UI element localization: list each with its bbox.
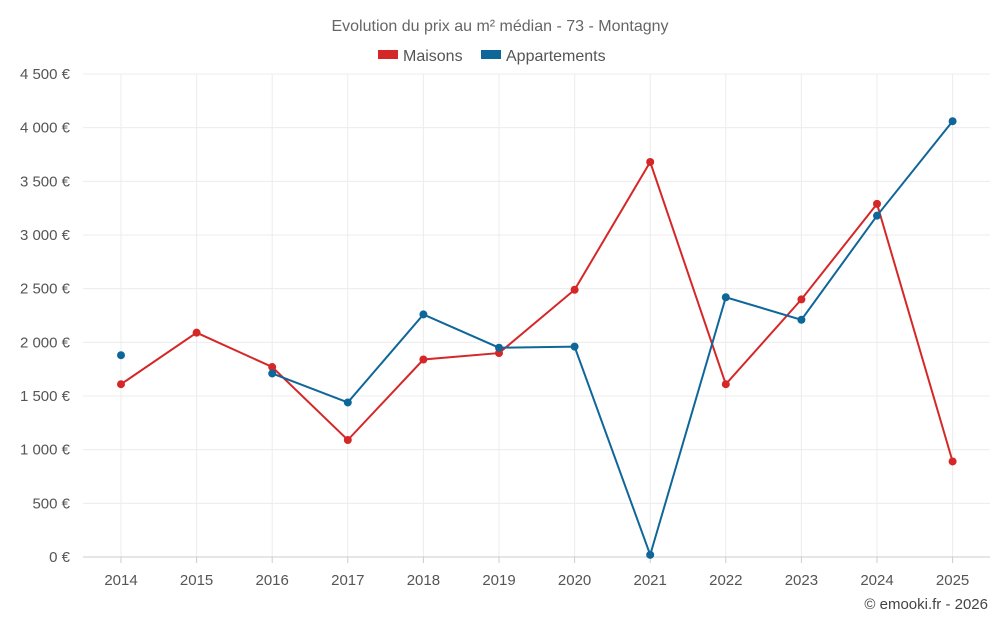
x-tick-label: 2014 bbox=[104, 572, 137, 589]
data-point-appartements[interactable] bbox=[797, 315, 806, 324]
y-tick-label: 1 000 € bbox=[20, 442, 71, 459]
y-tick-label: 500 € bbox=[32, 495, 70, 512]
data-point-appartements[interactable] bbox=[495, 343, 503, 352]
y-tick-label: 1 500 € bbox=[20, 388, 71, 405]
data-point-maisons[interactable] bbox=[646, 158, 655, 167]
x-tick-label: 2016 bbox=[256, 572, 289, 589]
x-tick-label: 2021 bbox=[634, 572, 667, 589]
legend-swatch-maisons bbox=[378, 50, 398, 59]
x-tick-label: 2018 bbox=[407, 572, 440, 589]
credit-text: © emooki.fr - 2026 bbox=[864, 596, 988, 613]
data-point-appartements[interactable] bbox=[117, 351, 125, 360]
x-tick-label: 2020 bbox=[558, 572, 591, 589]
data-point-appartements[interactable] bbox=[419, 310, 428, 319]
series-group bbox=[117, 117, 957, 559]
legend-item-maisons[interactable]: Maisons bbox=[378, 48, 463, 65]
data-point-maisons[interactable] bbox=[192, 328, 201, 337]
data-point-appartements[interactable] bbox=[343, 398, 352, 407]
x-axis: 2014 2015 2016 2017 2018 2019 2020 2021 2022 2023… bbox=[83, 556, 990, 589]
series-line-maisons bbox=[120, 159, 954, 462]
data-point-appartements[interactable] bbox=[721, 293, 730, 302]
data-point-appartements[interactable] bbox=[646, 550, 655, 559]
x-tick-label: 2015 bbox=[180, 572, 213, 589]
data-point-maisons[interactable] bbox=[419, 355, 428, 364]
series-appartements bbox=[117, 117, 957, 559]
data-point-maisons[interactable] bbox=[721, 380, 730, 389]
x-tick-label: 2023 bbox=[785, 572, 818, 589]
data-point-maisons[interactable] bbox=[948, 457, 957, 466]
chart-title: Evolution du prix au m² médian - 73 - Mo… bbox=[331, 18, 668, 35]
grid bbox=[83, 73, 990, 558]
x-tick-label: 2025 bbox=[936, 572, 969, 589]
series-line-appartements bbox=[271, 120, 954, 559]
legend-label-appartements: Appartements bbox=[506, 48, 606, 65]
y-tick-label: 0 € bbox=[49, 549, 71, 566]
legend-item-appartements[interactable]: Appartements bbox=[481, 48, 606, 65]
x-tick-label: 2022 bbox=[709, 572, 742, 589]
data-point-appartements[interactable] bbox=[873, 211, 881, 220]
y-axis: 0 € 500 € 1 000 € 1 500 € 2 000 € 2 500 € 3 00… bbox=[20, 66, 71, 566]
data-point-maisons[interactable] bbox=[117, 380, 125, 389]
series-maisons bbox=[117, 158, 957, 466]
data-point-appartements[interactable] bbox=[268, 369, 277, 378]
y-tick-label: 4 000 € bbox=[20, 120, 71, 137]
y-tick-label: 3 000 € bbox=[20, 227, 71, 244]
y-tick-label: 2 500 € bbox=[20, 281, 71, 298]
data-point-maisons[interactable] bbox=[797, 295, 806, 304]
legend-label-maisons: Maisons bbox=[403, 48, 463, 65]
data-point-appartements[interactable] bbox=[948, 117, 957, 126]
data-point-appartements[interactable] bbox=[570, 342, 579, 351]
data-point-maisons[interactable] bbox=[343, 436, 352, 445]
data-point-maisons[interactable] bbox=[873, 199, 881, 208]
x-tick-label: 2019 bbox=[482, 572, 515, 589]
y-tick-label: 4 500 € bbox=[20, 66, 71, 83]
x-tick-label: 2024 bbox=[860, 572, 893, 589]
y-tick-label: 3 500 € bbox=[20, 173, 71, 190]
data-point-maisons[interactable] bbox=[268, 363, 277, 372]
x-tick-label: 2017 bbox=[331, 572, 364, 589]
data-point-maisons[interactable] bbox=[570, 285, 579, 294]
y-tick-label: 2 000 € bbox=[20, 334, 71, 351]
legend-swatch-appartements bbox=[481, 50, 501, 59]
legend: Maisons Appartements bbox=[378, 48, 606, 65]
